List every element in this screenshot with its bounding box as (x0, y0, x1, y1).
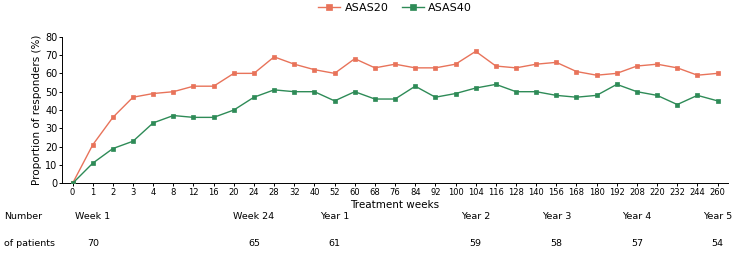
Text: Year 4: Year 4 (623, 212, 651, 221)
ASAS40 (310, 90, 319, 93)
Legend: ASAS20, ASAS40: ASAS20, ASAS40 (313, 0, 477, 17)
ASAS20 (492, 64, 501, 68)
ASAS40 (351, 90, 359, 93)
ASAS20 (653, 63, 662, 66)
ASAS40 (189, 116, 198, 119)
ASAS40 (572, 96, 581, 99)
ASAS40 (391, 97, 400, 101)
ASAS40 (290, 90, 298, 93)
ASAS40 (109, 147, 118, 150)
Text: 54: 54 (711, 239, 723, 248)
ASAS20 (451, 63, 460, 66)
ASAS40 (411, 85, 420, 88)
Text: Year 3: Year 3 (542, 212, 571, 221)
ASAS20 (531, 63, 540, 66)
ASAS40 (270, 88, 279, 91)
ASAS40 (330, 99, 339, 102)
ASAS20 (552, 61, 561, 64)
ASAS40 (693, 94, 702, 97)
Text: Week 24: Week 24 (234, 212, 275, 221)
ASAS20 (431, 66, 440, 69)
Line: ASAS40: ASAS40 (70, 82, 720, 186)
Text: of patients: of patients (4, 239, 54, 248)
Text: 59: 59 (470, 239, 481, 248)
ASAS20 (109, 116, 118, 119)
ASAS40 (431, 96, 440, 99)
ASAS40 (451, 92, 460, 95)
Text: 57: 57 (631, 239, 643, 248)
ASAS20 (250, 72, 259, 75)
ASAS20 (209, 85, 218, 88)
ASAS20 (471, 50, 480, 53)
Text: 65: 65 (248, 239, 260, 248)
ASAS40 (148, 121, 157, 124)
ASAS20 (592, 74, 601, 77)
ASAS20 (290, 63, 298, 66)
ASAS20 (88, 143, 97, 146)
Text: Year 5: Year 5 (703, 212, 732, 221)
ASAS20 (310, 68, 319, 71)
Text: 61: 61 (329, 239, 340, 248)
Text: Year 2: Year 2 (461, 212, 490, 221)
ASAS20 (572, 70, 581, 73)
ASAS40 (633, 90, 642, 93)
ASAS40 (471, 86, 480, 90)
ASAS40 (512, 90, 520, 93)
ASAS40 (169, 114, 178, 117)
ASAS40 (370, 97, 379, 101)
ASAS40 (653, 94, 662, 97)
ASAS40 (68, 182, 77, 185)
ASAS40 (713, 99, 722, 102)
Text: Week 1: Week 1 (75, 212, 110, 221)
X-axis label: Treatment weeks: Treatment weeks (351, 200, 440, 210)
ASAS40 (88, 162, 97, 165)
ASAS40 (209, 116, 218, 119)
ASAS40 (229, 108, 238, 112)
ASAS20 (693, 74, 702, 77)
ASAS40 (612, 83, 621, 86)
ASAS20 (370, 66, 379, 69)
Text: 58: 58 (551, 239, 562, 248)
ASAS20 (612, 72, 621, 75)
ASAS40 (531, 90, 540, 93)
ASAS40 (250, 96, 259, 99)
ASAS20 (129, 96, 137, 99)
ASAS20 (411, 66, 420, 69)
ASAS20 (673, 66, 681, 69)
Text: 70: 70 (87, 239, 98, 248)
ASAS20 (713, 72, 722, 75)
ASAS20 (633, 64, 642, 68)
ASAS20 (169, 90, 178, 93)
ASAS20 (68, 182, 77, 185)
ASAS20 (148, 92, 157, 95)
ASAS20 (330, 72, 339, 75)
ASAS20 (351, 57, 359, 60)
ASAS40 (592, 94, 601, 97)
Y-axis label: Proportion of responders (%): Proportion of responders (%) (32, 35, 43, 185)
Text: Number: Number (4, 212, 42, 221)
ASAS20 (270, 55, 279, 58)
ASAS40 (552, 94, 561, 97)
ASAS20 (391, 63, 400, 66)
ASAS20 (512, 66, 520, 69)
ASAS40 (129, 140, 137, 143)
Line: ASAS20: ASAS20 (70, 49, 720, 186)
ASAS20 (229, 72, 238, 75)
Text: Year 1: Year 1 (320, 212, 349, 221)
ASAS40 (673, 103, 681, 106)
ASAS20 (189, 85, 198, 88)
ASAS40 (492, 83, 501, 86)
